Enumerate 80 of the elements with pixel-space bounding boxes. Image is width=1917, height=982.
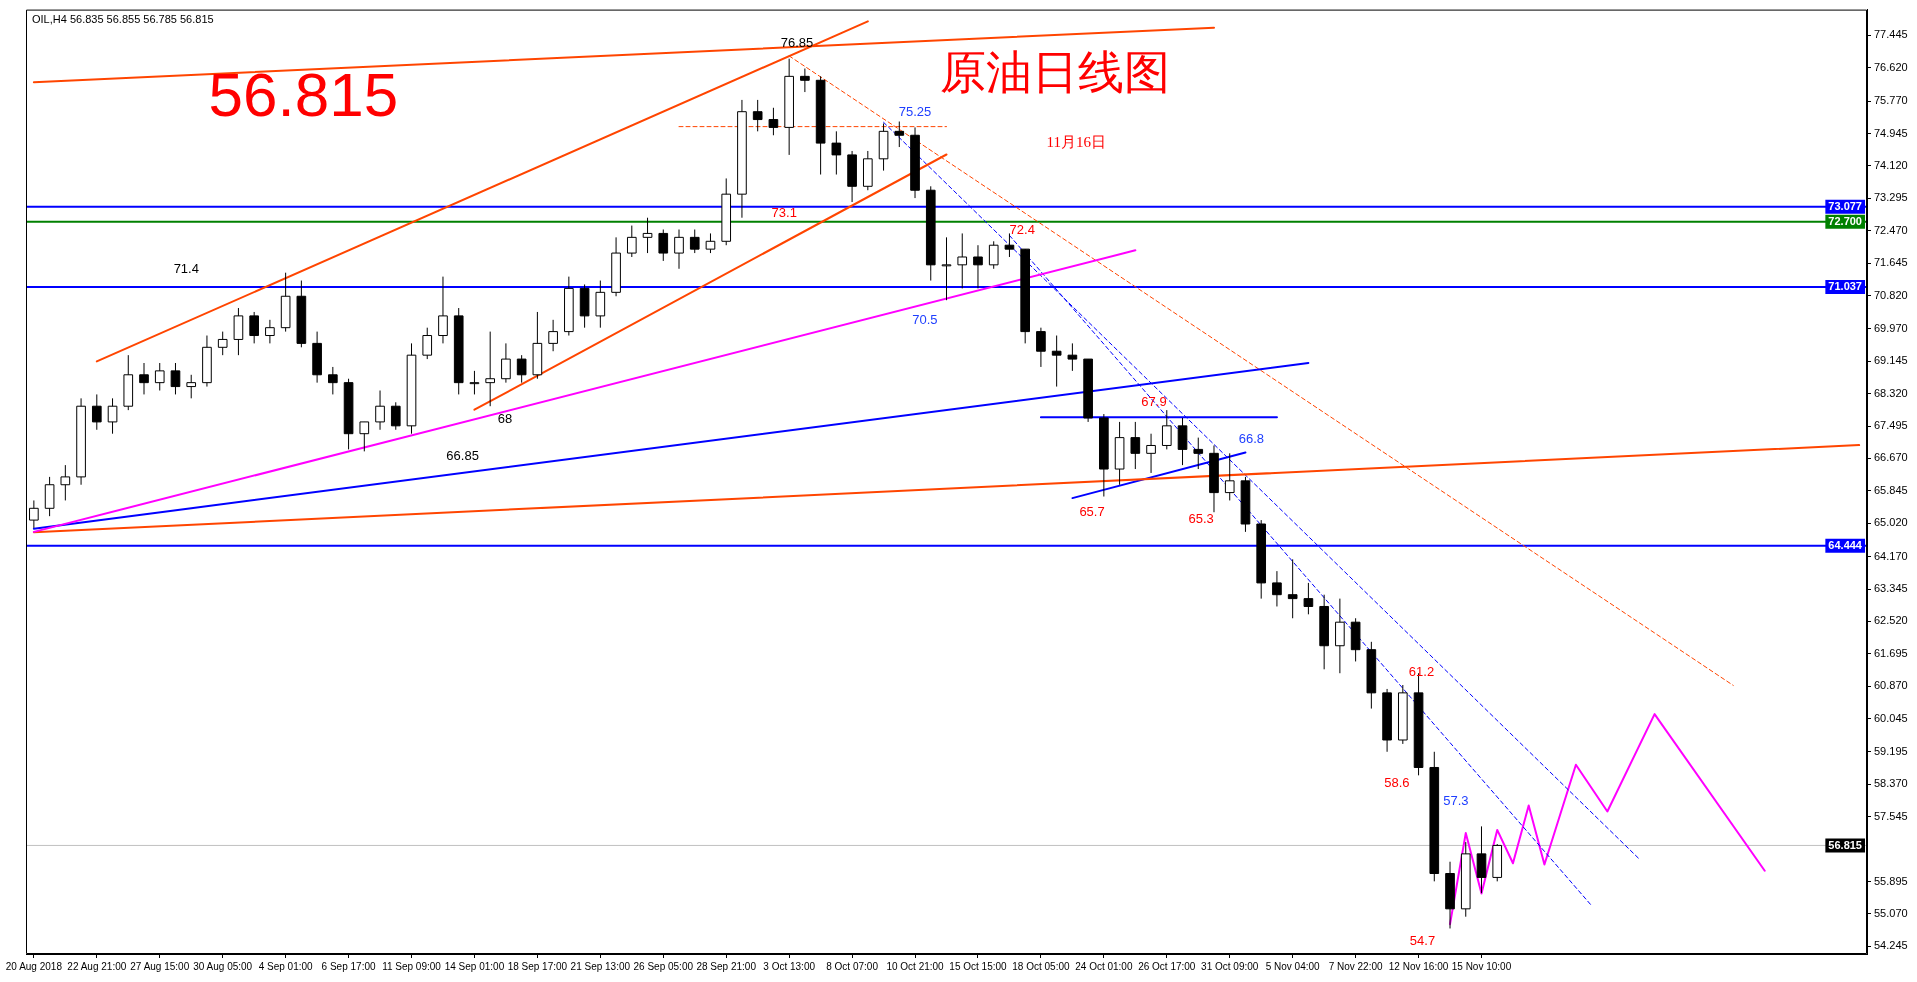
annotation: 11月16日 — [1046, 133, 1107, 150]
annotation: 71.4 — [173, 260, 199, 276]
x-tick-label: 15 Oct 15:00 — [949, 960, 1008, 972]
x-tick-label: 20 Aug 2018 — [5, 960, 63, 972]
x-tick-label: 28 Sep 21:00 — [696, 960, 757, 972]
x-tick-label: 18 Oct 05:00 — [1012, 960, 1070, 972]
annotation: 68 — [497, 410, 513, 426]
y-tick-label: 66.670 — [1874, 451, 1908, 464]
x-tick-label: 4 Sep 01:00 — [258, 960, 314, 972]
x-tick-label: 8 Oct 07:00 — [826, 960, 879, 972]
x-tick-label: 26 Oct 17:00 — [1138, 960, 1196, 972]
ref-line-label: 71.037 — [1828, 280, 1862, 293]
annotation: 67.9 — [1141, 393, 1167, 409]
x-tick-label: 14 Sep 01:00 — [444, 960, 505, 972]
ref-line-label: 73.077 — [1828, 200, 1862, 213]
x-tick-label: 15 Nov 10:00 — [1451, 960, 1512, 972]
annotation: 57.3 — [1443, 792, 1469, 808]
y-tick-label: 69.145 — [1874, 354, 1908, 367]
x-tick-label: 18 Sep 17:00 — [507, 960, 568, 972]
y-tick-label: 74.945 — [1874, 126, 1908, 139]
y-tick-label: 70.820 — [1874, 288, 1908, 301]
y-tick-label: 65.020 — [1874, 516, 1908, 529]
annotation: 75.25 — [898, 103, 932, 119]
y-tick-label: 57.545 — [1874, 809, 1908, 822]
x-tick-label: 26 Sep 05:00 — [633, 960, 694, 972]
y-tick-label: 58.370 — [1874, 777, 1908, 790]
y-tick-label: 64.170 — [1874, 549, 1908, 562]
x-tick-label: 27 Aug 15:00 — [130, 960, 190, 972]
annotation: 54.7 — [1409, 932, 1436, 948]
y-tick-label: 62.520 — [1874, 614, 1908, 627]
ref-line-label: 64.444 — [1828, 539, 1863, 552]
x-tick-label: 21 Sep 13:00 — [570, 960, 631, 972]
y-tick-label: 55.895 — [1874, 874, 1908, 887]
annotation: 73.1 — [771, 204, 797, 220]
y-tick-label: 60.870 — [1874, 679, 1908, 692]
annotation: 65.7 — [1079, 503, 1105, 519]
x-tick-label: 12 Nov 16:00 — [1388, 960, 1449, 972]
x-tick-label: 22 Aug 21:00 — [67, 960, 127, 972]
annotation: 65.3 — [1188, 510, 1214, 526]
x-tick-label: 5 Nov 04:00 — [1265, 960, 1321, 972]
y-tick-label: 73.295 — [1874, 191, 1908, 204]
x-tick-label: 24 Oct 01:00 — [1075, 960, 1133, 972]
y-tick-label: 55.070 — [1874, 906, 1908, 919]
y-tick-label: 76.620 — [1874, 60, 1908, 73]
y-tick-label: 67.495 — [1874, 419, 1908, 432]
y-tick-label: 63.345 — [1874, 582, 1908, 595]
y-tick-label: 59.195 — [1874, 745, 1908, 757]
candlestick — [548, 319, 558, 352]
chart-title: OIL,H4 56.835 56.855 56.785 56.815 — [32, 13, 214, 26]
y-tick-label: 54.245 — [1874, 939, 1908, 952]
x-tick-label: 31 Oct 09:00 — [1201, 960, 1259, 972]
annotation: 66.8 — [1238, 430, 1265, 446]
annotation: 原油日线图 — [939, 47, 1170, 98]
annotation: 56.815 — [208, 60, 399, 129]
x-tick-label: 11 Sep 09:00 — [382, 960, 442, 972]
y-tick-label: 74.120 — [1874, 158, 1908, 171]
annotation: 70.5 — [912, 311, 938, 327]
y-tick-label: 72.470 — [1874, 223, 1908, 236]
x-tick-label: 6 Sep 17:00 — [321, 960, 376, 972]
annotation: 61.2 — [1408, 663, 1435, 679]
x-tick-label: 3 Oct 13:00 — [763, 960, 816, 972]
annotation: 72.4 — [1009, 221, 1035, 237]
x-tick-label: 30 Aug 05:00 — [193, 960, 253, 972]
y-tick-label: 60.045 — [1874, 711, 1908, 724]
x-tick-label: 7 Nov 22:00 — [1328, 960, 1384, 972]
y-tick-label: 65.845 — [1874, 483, 1908, 496]
x-tick-label: 10 Oct 21:00 — [886, 960, 945, 972]
y-tick-label: 75.770 — [1874, 94, 1908, 107]
ref-line-label: 56.815 — [1828, 838, 1862, 851]
annotation: 66.85 — [446, 447, 479, 463]
y-tick-label: 69.970 — [1874, 321, 1908, 334]
ref-line-label: 72.700 — [1828, 215, 1862, 228]
y-tick-label: 77.445 — [1874, 28, 1908, 41]
annotation: 76.85 — [780, 34, 814, 50]
candlestick — [1146, 433, 1156, 474]
annotation: 58.6 — [1384, 774, 1410, 790]
y-tick-label: 71.645 — [1874, 256, 1908, 269]
y-tick-label: 61.695 — [1874, 646, 1908, 659]
candlestick — [1036, 327, 1046, 368]
y-tick-label: 68.320 — [1874, 386, 1908, 399]
